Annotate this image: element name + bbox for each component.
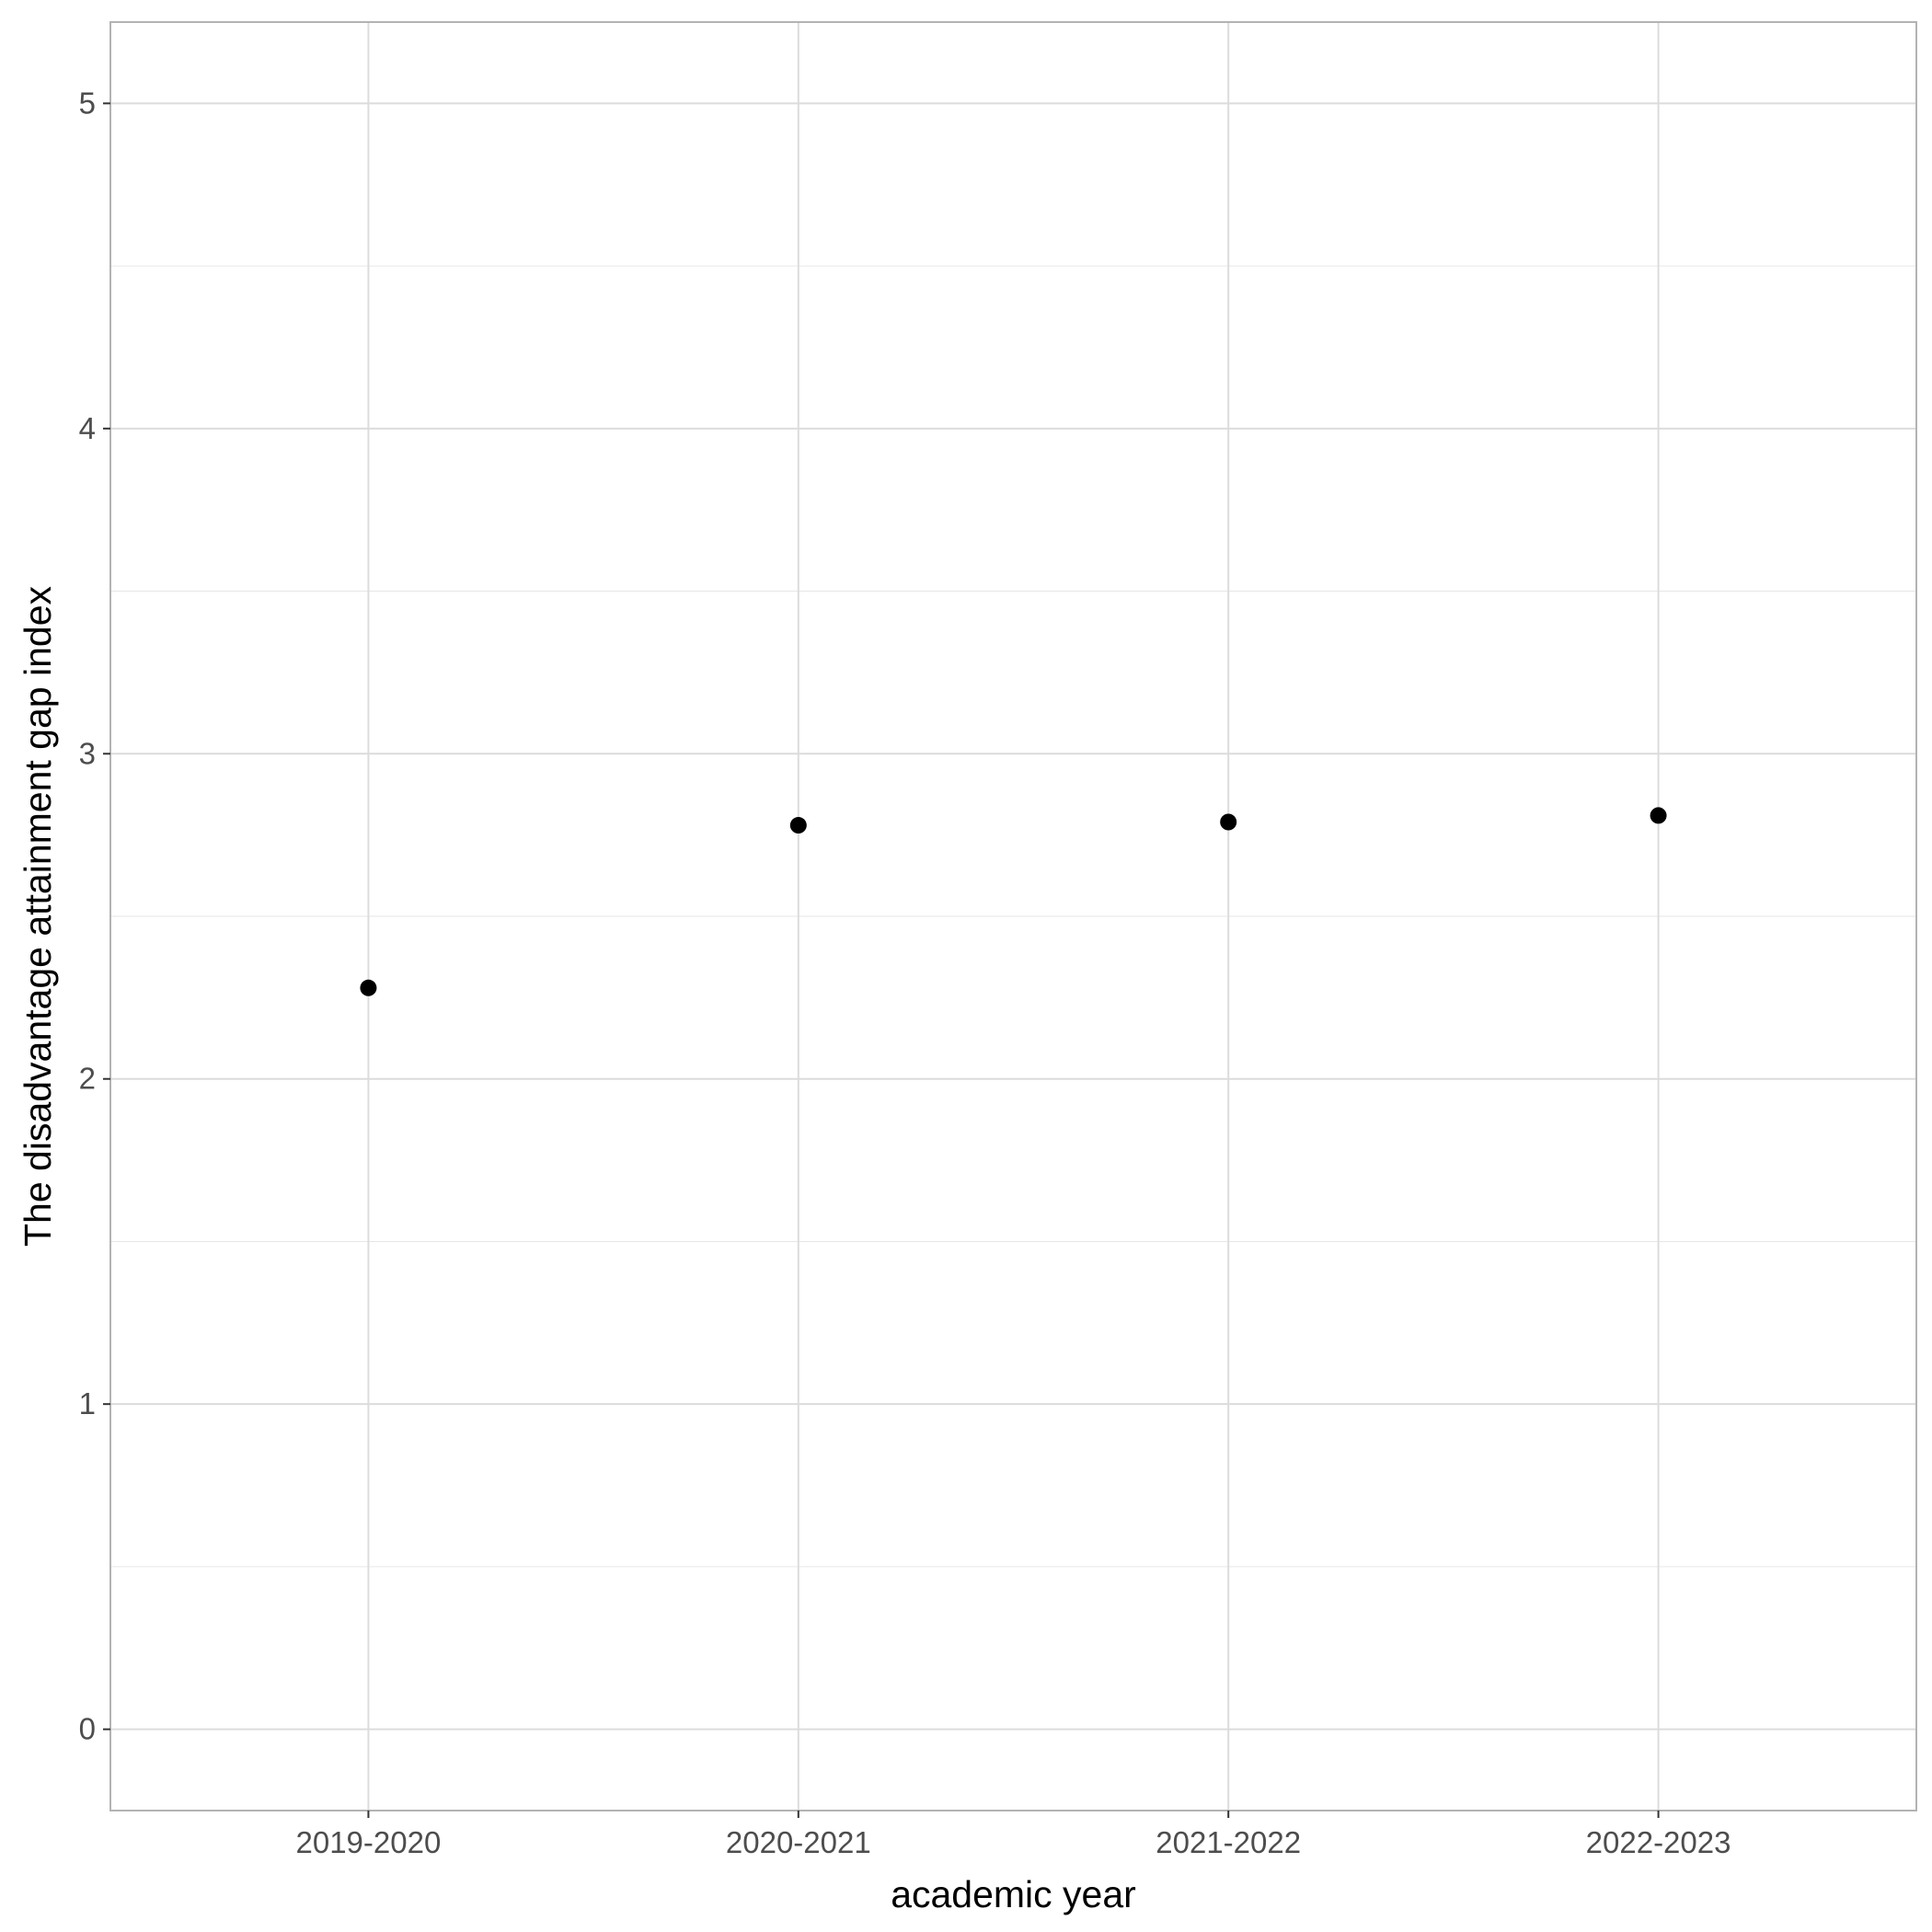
panel-border bbox=[109, 21, 1917, 1811]
y-tick-label: 1 bbox=[79, 1386, 96, 1420]
data-point bbox=[1220, 813, 1237, 831]
y-tick-label: 3 bbox=[79, 736, 96, 770]
x-tick-label: 2021-2022 bbox=[1156, 1825, 1301, 1859]
y-tick-label: 5 bbox=[79, 86, 96, 120]
y-axis: 0 1 2 3 4 5 bbox=[79, 86, 110, 1746]
x-axis: 2019-2020 2020-2021 2021-2022 2022-2023 bbox=[296, 1811, 1731, 1859]
y-tick-label: 4 bbox=[79, 411, 96, 445]
data-point bbox=[789, 817, 807, 834]
x-tick-label: 2020-2021 bbox=[726, 1825, 871, 1859]
major-gridlines bbox=[110, 22, 1916, 1811]
data-point bbox=[1650, 807, 1667, 824]
x-tick-label: 2019-2020 bbox=[296, 1825, 442, 1859]
x-tick-label: 2022-2023 bbox=[1586, 1825, 1731, 1859]
y-axis-title: The disadvantage attainment gap index bbox=[17, 586, 59, 1248]
minor-gridlines bbox=[110, 265, 1916, 1568]
data-point bbox=[360, 979, 377, 996]
y-tick-label: 2 bbox=[79, 1062, 96, 1096]
x-axis-title: academic year bbox=[891, 1873, 1136, 1915]
y-tick-label: 0 bbox=[79, 1712, 96, 1746]
data-points bbox=[360, 807, 1667, 996]
